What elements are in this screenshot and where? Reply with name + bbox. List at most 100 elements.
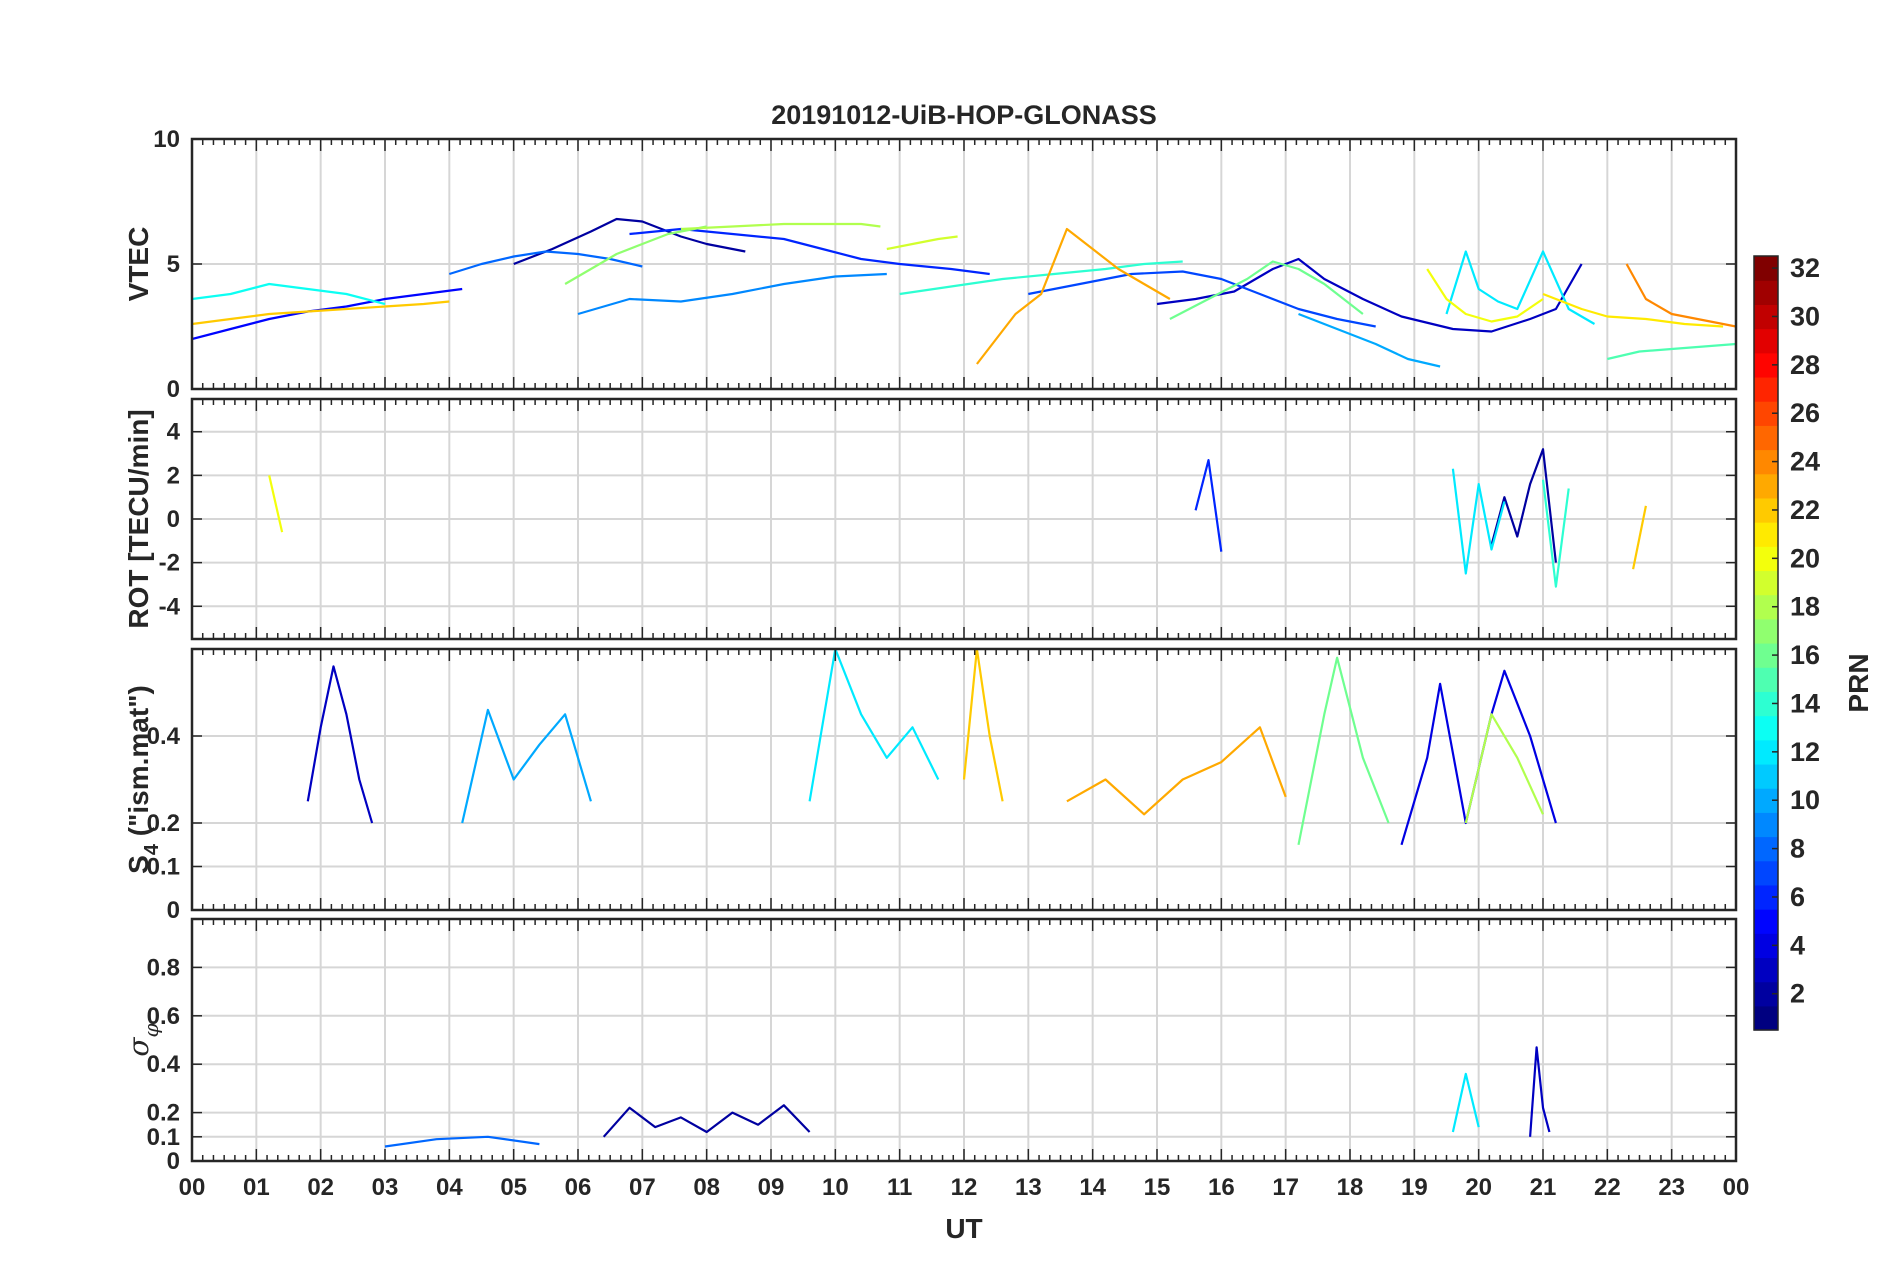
- x-tick-labels: 00 01 02 03 04 05 06 07 08 09 10 11 12 13 14 15 16 17 18 19…: [179, 1174, 1750, 1201]
- series-line-prn-18: [1464, 713, 1545, 824]
- y-tick-label: 0.1: [147, 854, 180, 881]
- colorbar-swatch: [1754, 860, 1778, 886]
- x-tick-label: 23: [1658, 1174, 1685, 1201]
- x-tick-label: 21: [1530, 1174, 1557, 1201]
- x-axis-label: UT: [945, 1213, 982, 1244]
- x-tick-label: 15: [1144, 1174, 1171, 1201]
- y-tick-label: 0: [167, 897, 180, 924]
- colorbar-swatch: [1754, 280, 1778, 305]
- series-line-prn-3: [1529, 1046, 1551, 1137]
- x-tick-label: 14: [1079, 1174, 1106, 1201]
- vtec-panel: 0 5 10 VTEC: [123, 126, 1738, 403]
- y-tick-label: 0.8: [147, 954, 180, 981]
- series-group: [384, 1046, 1551, 1148]
- series-group: [192, 217, 1736, 368]
- series-line-prn-3: [1156, 257, 1583, 333]
- x-tick-label: 12: [951, 1174, 978, 1201]
- series-group: [268, 448, 1647, 588]
- colorbar-swatch: [1754, 957, 1778, 983]
- x-tick-label: 03: [372, 1174, 399, 1201]
- series-line-prn-2: [602, 1104, 811, 1138]
- y-tick-label: 0.6: [147, 1003, 180, 1030]
- y-tick-label: -4: [159, 593, 181, 620]
- rot-panel: -4 -2 0 2 4 ROT [TECU/min]: [123, 397, 1738, 641]
- series-line-prn-23: [1066, 726, 1287, 816]
- series-line-prn-12: [808, 649, 940, 802]
- colorbar-tick-label: 14: [1790, 688, 1820, 718]
- colorbar-tick-label: 18: [1790, 592, 1820, 622]
- colorbar-tick-label: 24: [1790, 447, 1820, 477]
- y-tick-label: 4: [167, 419, 181, 446]
- colorbar-swatch: [1754, 328, 1778, 354]
- y-tick-label: 0.2: [147, 1100, 180, 1127]
- series-line-prn-2: [1490, 448, 1557, 563]
- x-tick-label: 02: [307, 1174, 334, 1201]
- colorbar-tick-label: 26: [1790, 398, 1820, 428]
- colorbar-swatch: [1754, 1005, 1778, 1031]
- colorbar-tick-label: 4: [1790, 930, 1805, 960]
- y-axis-label: S4 ("ism.mat"): [123, 685, 163, 874]
- series-line-prn-12: [1451, 468, 1506, 575]
- colorbar-tick-label: 20: [1790, 543, 1820, 573]
- series-line-prn-15: [1607, 342, 1736, 361]
- x-tick-label: 05: [500, 1174, 527, 1201]
- x-tick-label: 04: [436, 1174, 463, 1201]
- x-tick-label: 00: [179, 1174, 206, 1201]
- x-tick-label: 18: [1337, 1174, 1364, 1201]
- series-line-prn-14: [899, 260, 1183, 296]
- y-tick-label: 0: [167, 506, 180, 533]
- x-tick-label: 13: [1015, 1174, 1042, 1201]
- series-line-prn-18: [680, 222, 881, 231]
- series-line-prn-24: [1625, 263, 1736, 328]
- colorbar-swatch: [1754, 812, 1778, 838]
- x-tick-label: 19: [1401, 1174, 1428, 1201]
- colorbar-tick-label: 12: [1790, 737, 1820, 767]
- y-axis-label: σφ: [122, 1023, 163, 1056]
- colorbar-swatch: [1754, 909, 1778, 934]
- sigma-phi-panel: 00.10.2 0.4 0.6 0.8 σφ: [122, 917, 1738, 1175]
- colorbar-tick-label: 10: [1790, 785, 1820, 815]
- series-line-prn-20: [1426, 268, 1544, 323]
- colorbar-tick-label: 32: [1790, 253, 1820, 283]
- x-tick-label: 11: [887, 1174, 912, 1201]
- series-line-prn-22: [1632, 505, 1647, 570]
- x-tick-label: 08: [693, 1174, 720, 1201]
- colorbar-swatch: [1754, 522, 1778, 547]
- series-line-prn-10: [1298, 312, 1441, 368]
- series-line-prn-5: [192, 287, 463, 341]
- chart-title: 20191012-UiB-HOP-GLONASS: [771, 100, 1157, 130]
- series-line-prn-21: [1542, 292, 1724, 328]
- colorbar-swatch: [1754, 618, 1778, 644]
- y-tick-label: 0.1: [147, 1124, 180, 1151]
- x-tick-label: 09: [758, 1174, 785, 1201]
- series-line-prn-23: [976, 227, 1171, 365]
- series-line-prn-6: [1194, 459, 1223, 552]
- y-tick-label: -2: [159, 550, 180, 577]
- x-tick-label: 00: [1723, 1174, 1750, 1201]
- x-tick-label: 10: [822, 1174, 849, 1201]
- series-line-prn-16: [1297, 656, 1390, 846]
- colorbar-tick-label: 8: [1790, 834, 1805, 864]
- colorbar-swatch: [1754, 425, 1778, 451]
- colorbar-swatch: [1754, 473, 1778, 499]
- y-tick-label: 0: [167, 376, 180, 403]
- series-line-prn-22: [192, 300, 450, 326]
- x-tick-label: 16: [1208, 1174, 1235, 1201]
- y-tick-label: 0.2: [147, 810, 180, 837]
- series-line-prn-8: [384, 1135, 540, 1148]
- y-axis-label: VTEC: [123, 227, 154, 302]
- series-group: [306, 649, 1557, 846]
- x-tick-label: 22: [1594, 1174, 1621, 1201]
- series-line-prn-22: [962, 649, 1004, 802]
- colorbar-swatch: [1754, 667, 1778, 692]
- series-line-prn-14: [1541, 479, 1570, 588]
- series-line-prn-3: [306, 665, 374, 824]
- y-axis-label: ROT [TECU/min]: [123, 409, 154, 628]
- x-tick-label: 20: [1465, 1174, 1492, 1201]
- colorbar-tick-label: 22: [1790, 495, 1820, 525]
- y-tick-label: 0.4: [147, 723, 181, 750]
- x-tick-label: 07: [629, 1174, 656, 1201]
- y-tick-label: 0: [167, 1148, 180, 1175]
